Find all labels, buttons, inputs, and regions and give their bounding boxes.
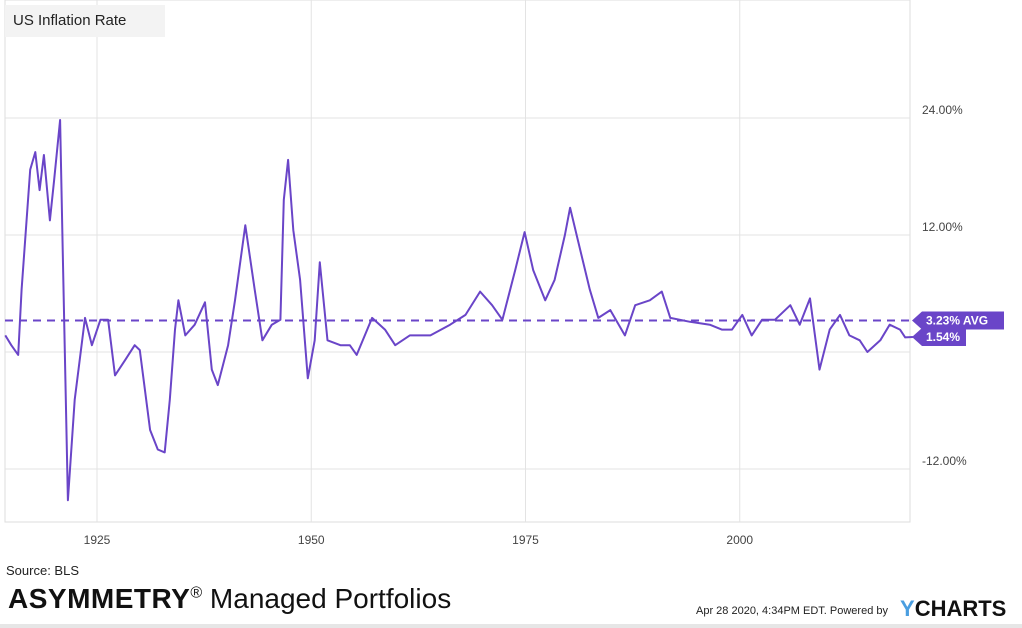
x-tick-label: 1975 [512, 533, 539, 547]
average-label: 3.23% AVG [926, 314, 988, 328]
timestamp: Apr 28 2020, 4:34PM EDT. Powered by [696, 605, 888, 617]
ycharts-text: CHARTS [914, 596, 1007, 621]
inflation-series-line [4, 119, 913, 502]
ycharts-y: Y [900, 596, 915, 621]
x-tick-label: 1950 [298, 533, 325, 547]
brand-logo: ASYMMETRY® Managed Portfolios [8, 583, 451, 615]
brand-rest: Managed Portfolios [202, 583, 452, 614]
brand-bold: ASYMMETRY [8, 583, 191, 614]
y-tick-label: 12.00% [922, 220, 963, 234]
brand-mark: ® [190, 584, 203, 602]
average-label-bg [912, 311, 1004, 330]
y-tick-label: -12.00% [922, 454, 967, 468]
y-tick-label: 24.00% [922, 103, 963, 117]
source-label: Source: BLS [6, 563, 79, 578]
plot-area [4, 0, 911, 523]
divider [0, 624, 1022, 628]
chart-title: US Inflation Rate [5, 5, 165, 37]
last-value-label: 1.54% [926, 330, 960, 344]
ycharts-logo[interactable]: YCHARTS [900, 596, 1006, 622]
inflation-chart: 1925 1950 1975 2000 24.00% 12.00% -12.00% 3.23%… [4, 0, 1004, 547]
x-tick-label: 1925 [84, 533, 111, 547]
last-value-label-bg [912, 327, 966, 346]
x-tick-label: 2000 [726, 533, 753, 547]
